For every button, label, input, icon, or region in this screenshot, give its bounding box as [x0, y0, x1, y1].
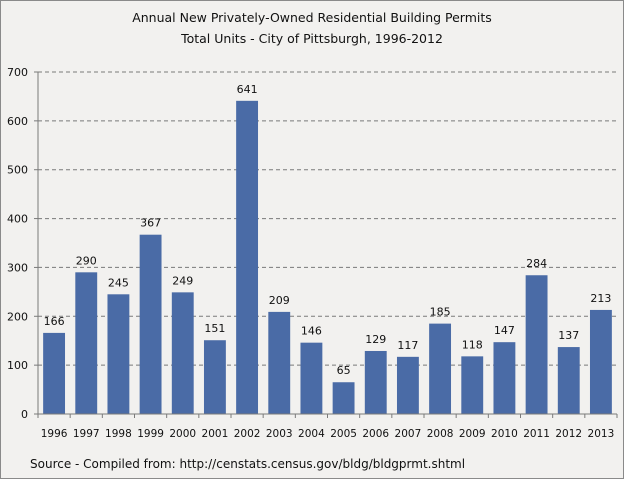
- data-label-2008: 185: [430, 306, 451, 319]
- bar-2000: [171, 292, 194, 414]
- x-tick-label-2013: 2013: [588, 428, 615, 440]
- bar-2006: [364, 350, 387, 414]
- x-tick-label-2004: 2004: [298, 428, 325, 440]
- data-label-2012: 137: [558, 329, 579, 342]
- source-note: Source - Compiled from: http://censtats.…: [30, 457, 466, 471]
- y-axis-ticks: 0 100 200 300 400 500 600 700: [7, 66, 38, 421]
- x-tick-label-1999: 1999: [137, 428, 164, 440]
- y-tick-label: 600: [7, 115, 28, 128]
- y-tick-label: 100: [7, 359, 28, 372]
- data-label-2006: 129: [365, 333, 386, 346]
- x-tick-label-2011: 2011: [523, 428, 550, 440]
- data-label-2001: 151: [204, 322, 225, 335]
- x-tick-label-2008: 2008: [427, 428, 454, 440]
- bar-1999: [139, 234, 162, 414]
- bar-2003: [268, 311, 291, 414]
- x-tick-label-2012: 2012: [555, 428, 582, 440]
- data-label-2010: 147: [494, 324, 515, 337]
- bar-2009: [461, 356, 484, 414]
- y-tick-label: 500: [7, 164, 28, 177]
- x-tick-label-2000: 2000: [169, 428, 196, 440]
- bar-2004: [300, 342, 323, 414]
- x-tick-label-1998: 1998: [105, 428, 132, 440]
- data-labels: 166 290 245 367 249 151 641 209 146 65 129 117 185 11…: [44, 83, 612, 377]
- y-tick-label: 700: [7, 66, 28, 79]
- bar-2011: [525, 275, 548, 414]
- x-tick-label-2003: 2003: [266, 428, 293, 440]
- bar-2013: [589, 309, 612, 414]
- data-label-1998: 245: [108, 276, 129, 289]
- x-axis: 1996 1997 1998 1999 2000 2001 2002 2003 2004 2005…: [37, 72, 618, 440]
- chart-title: Annual New Privately-Owned Residential B…: [132, 10, 492, 25]
- data-label-1996: 166: [44, 315, 65, 328]
- y-tick-label: 200: [7, 310, 28, 323]
- y-tick-label: 300: [7, 261, 28, 274]
- x-tick-label-2009: 2009: [459, 428, 486, 440]
- x-tick-label-2002: 2002: [234, 428, 261, 440]
- data-label-2000: 249: [172, 274, 193, 287]
- data-label-1997: 290: [76, 254, 97, 267]
- data-label-2013: 213: [590, 292, 611, 305]
- bar-2002: [236, 100, 259, 414]
- data-label-2002: 641: [237, 83, 258, 96]
- bar-2010: [493, 342, 516, 414]
- bar-2005: [332, 382, 355, 414]
- x-tick-label-2001: 2001: [202, 428, 229, 440]
- bar-1997: [75, 272, 98, 414]
- data-label-2011: 284: [526, 257, 547, 270]
- bar-2001: [203, 340, 226, 414]
- bar-2008: [429, 323, 452, 414]
- bar-2007: [396, 356, 419, 414]
- x-tick-label-1997: 1997: [73, 428, 100, 440]
- x-tick-label-2007: 2007: [395, 428, 422, 440]
- bar-2012: [557, 347, 580, 414]
- y-tick-label: 0: [21, 408, 28, 421]
- chart-subtitle: Total Units - City of Pittsburgh, 1996-2…: [181, 31, 443, 46]
- data-label-2004: 146: [301, 325, 322, 338]
- x-tick-label-2010: 2010: [491, 428, 518, 440]
- bar-1996: [43, 332, 66, 414]
- data-label-2005: 65: [337, 364, 351, 377]
- x-tick-label-2006: 2006: [362, 428, 389, 440]
- data-label-2007: 117: [397, 339, 418, 352]
- gridlines: [38, 71, 617, 366]
- data-label-2003: 209: [269, 294, 290, 307]
- data-label-1999: 367: [140, 217, 161, 230]
- x-tick-label-1996: 1996: [41, 428, 68, 440]
- x-tick-label-2005: 2005: [330, 428, 357, 440]
- bar-1998: [107, 294, 130, 414]
- data-label-2009: 118: [462, 338, 483, 351]
- y-tick-label: 400: [7, 213, 28, 226]
- bars: [43, 100, 612, 414]
